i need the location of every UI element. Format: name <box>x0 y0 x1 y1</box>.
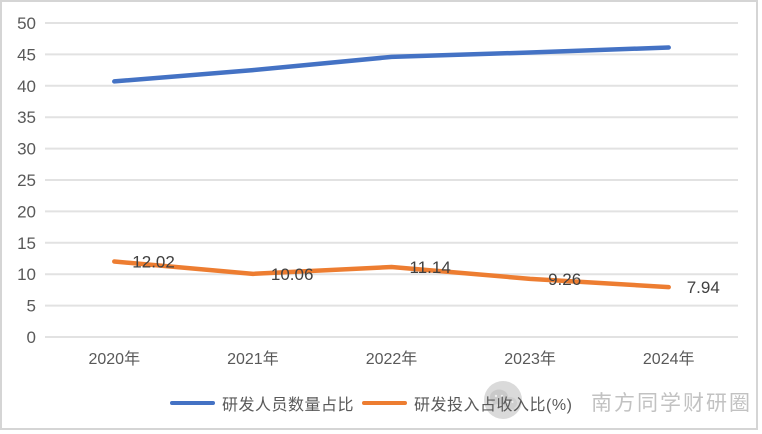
y-tick-label: 15 <box>17 234 36 253</box>
legend-item-rd-investment-ratio: 研发投入占收入比(%) <box>362 391 572 415</box>
data-label: 9.26 <box>548 270 581 289</box>
legend-line-swatch-orange <box>362 401 408 405</box>
data-label: 10.06 <box>271 265 314 284</box>
data-label: 12.02 <box>132 253 175 272</box>
legend-label-rd-investment-ratio: 研发投入占收入比(%) <box>414 397 573 414</box>
data-label: 11.14 <box>410 258 451 277</box>
y-tick-label: 25 <box>17 171 36 190</box>
x-axis-label: 2023年 <box>504 350 556 368</box>
series-line-0 <box>112 45 671 84</box>
legend-line-swatch-blue <box>170 401 215 405</box>
y-tick-label: 20 <box>17 202 36 221</box>
data-label: 7.94 <box>687 278 720 297</box>
y-tick-label: 30 <box>17 140 36 159</box>
chat-bubbles-icon <box>490 389 517 411</box>
legend-label-rd-personnel-ratio: 研发人员数量占比 <box>222 397 355 414</box>
y-tick-label: 40 <box>17 77 36 96</box>
chart-legend: 研发人员数量占比 研发投入占收入比(%) <box>170 392 572 414</box>
x-axis-label: 2024年 <box>643 350 695 368</box>
y-tick-label: 50 <box>17 14 36 33</box>
x-axis-label: 2021年 <box>227 350 279 368</box>
watermark-text: 南方同学财研圈 <box>591 392 752 415</box>
series-line-1 <box>112 259 671 290</box>
y-tick-label: 45 <box>17 45 36 64</box>
legend-item-rd-personnel-ratio: 研发人员数量占比 <box>170 391 354 415</box>
y-tick-label: 5 <box>27 297 36 316</box>
y-tick-label: 35 <box>17 108 36 127</box>
x-axis-label: 2022年 <box>366 350 418 368</box>
y-tick-label: 0 <box>27 328 36 347</box>
x-axis-label: 2020年 <box>88 350 140 368</box>
y-tick-label: 10 <box>17 265 36 284</box>
wechat-avatar-icon <box>484 381 522 419</box>
